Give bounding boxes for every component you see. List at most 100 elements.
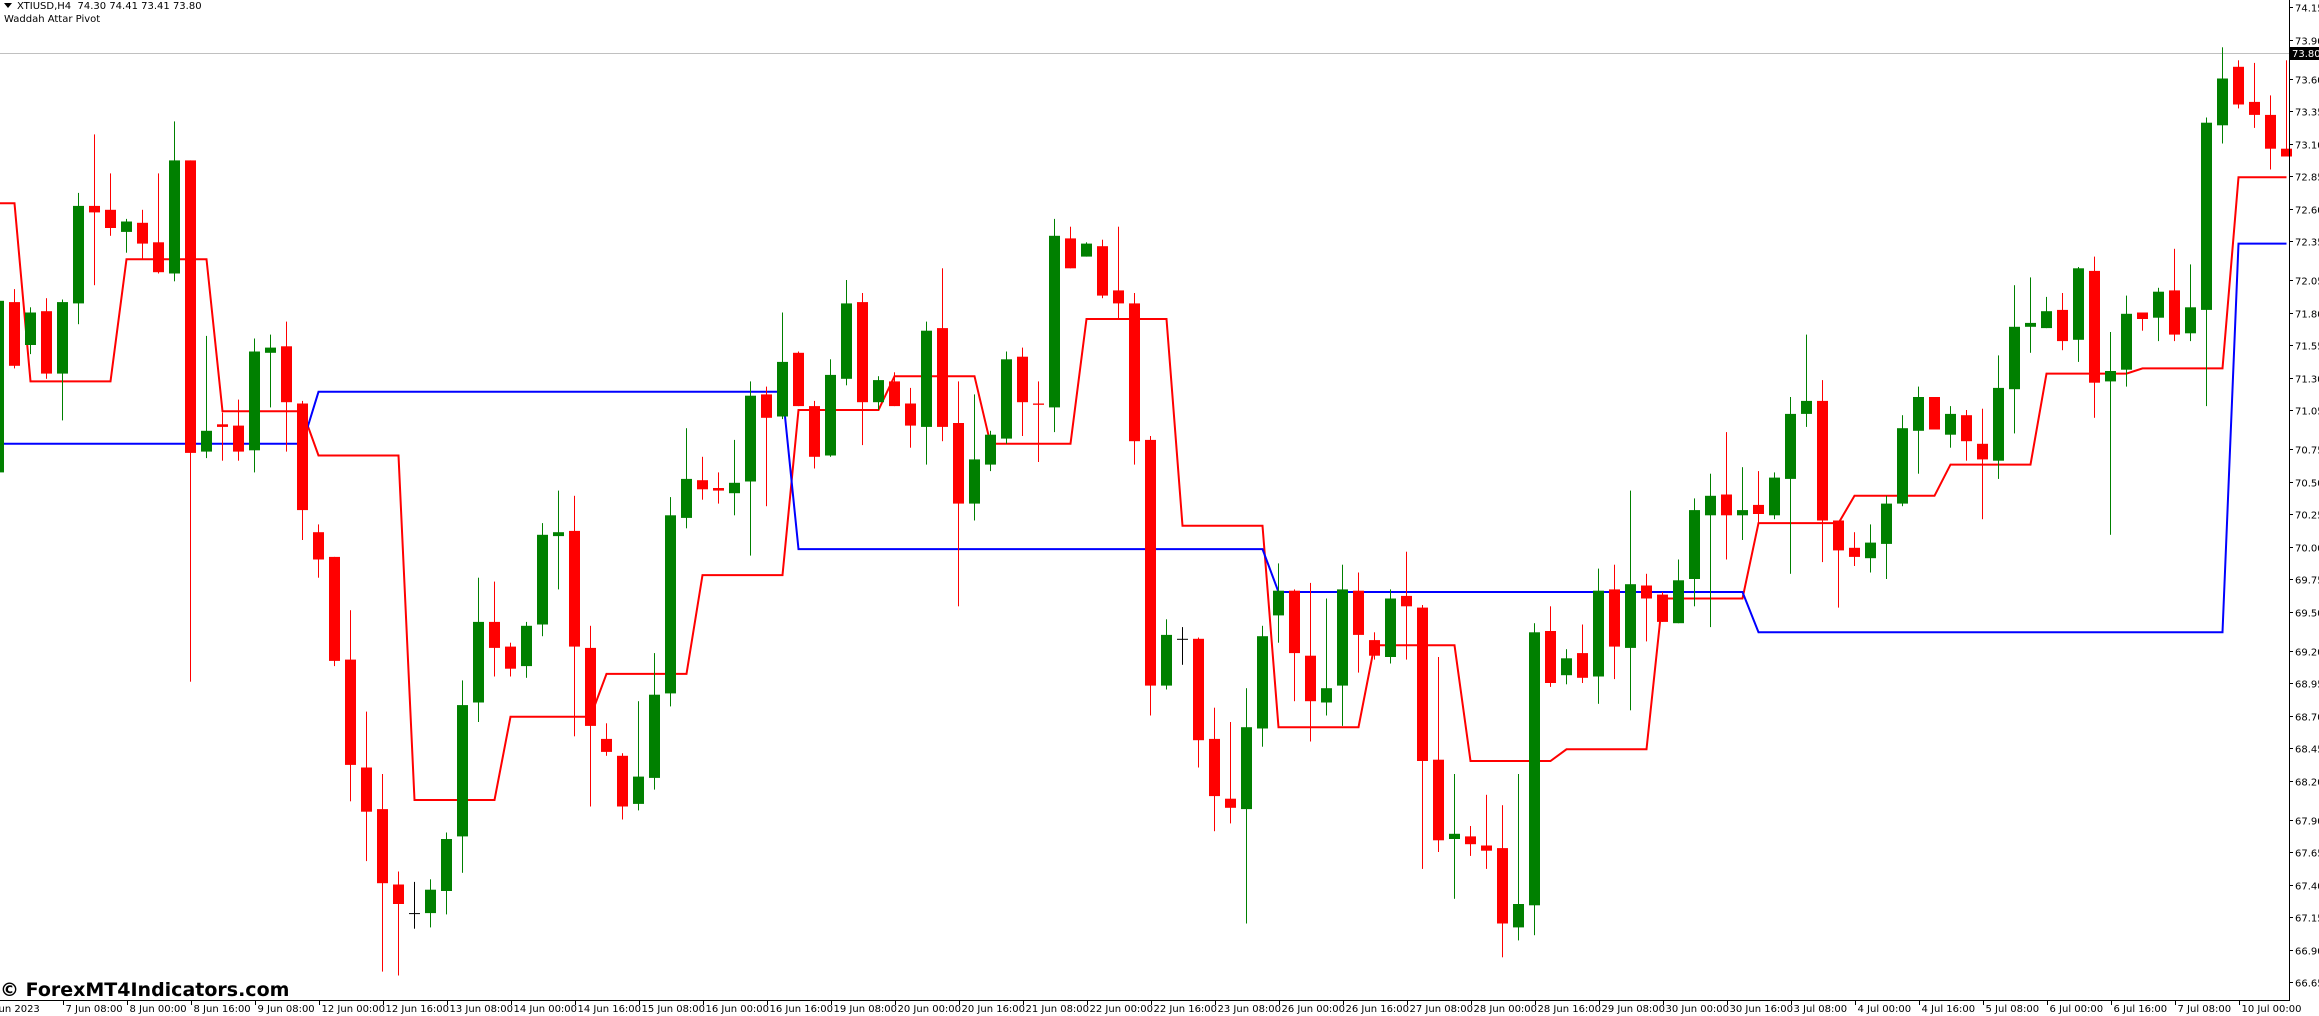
candle <box>921 321 932 465</box>
candle-body <box>1353 590 1364 635</box>
watermark: © ForexMT4Indicators.com <box>0 979 290 1001</box>
candle <box>2137 312 2148 331</box>
candle <box>745 381 756 556</box>
price-tick-label: 67.40 <box>2295 882 2319 893</box>
candle <box>409 881 420 929</box>
time-tick-label: 4 Jul 16:00 <box>1922 1004 1976 1015</box>
time-tick-label: 21 Jun 08:00 <box>1026 1004 1090 1015</box>
candle-body <box>1337 589 1348 686</box>
current-price-value: 73.80 <box>2292 49 2319 60</box>
candle <box>2105 332 2116 535</box>
candle <box>1497 805 1508 958</box>
candle-body <box>1689 510 1700 579</box>
candle-body <box>441 839 452 891</box>
time-tick-label: 9 Jun 08:00 <box>258 1004 315 1015</box>
candle <box>1033 381 1044 462</box>
candle <box>41 298 52 379</box>
candle <box>137 209 148 260</box>
candle <box>1465 826 1476 856</box>
triangle-down-icon[interactable] <box>4 3 12 8</box>
candle-body <box>1609 589 1620 647</box>
candle-body <box>921 330 932 427</box>
candle-body <box>1641 585 1652 599</box>
candle <box>2041 296 2052 329</box>
candle-body <box>473 621 484 703</box>
candle-body <box>1769 477 1780 516</box>
price-tick-label: 68.95 <box>2295 680 2319 691</box>
candle <box>985 430 996 472</box>
candle <box>617 753 628 820</box>
candle <box>1849 532 1860 566</box>
candle-body <box>1257 636 1268 729</box>
candle <box>345 610 356 802</box>
time-tick-label: 30 Jun 00:00 <box>1666 1004 1730 1015</box>
candle-body <box>1225 798 1236 808</box>
time-tick-label: 22 Jun 16:00 <box>1154 1004 1218 1015</box>
candle <box>1881 495 1892 579</box>
time-tick-label: 28 Jun 16:00 <box>1538 1004 1602 1015</box>
candle <box>2265 95 2276 170</box>
time-tick-label: 29 Jun 08:00 <box>1602 1004 1666 1015</box>
candle <box>1993 355 2004 479</box>
candle-body <box>1801 400 1812 414</box>
price-axis[interactable]: 74.15 73.90 73.60 73.35 73.10 72.85 72.60 72.35… <box>2289 4 2319 990</box>
time-axis[interactable]: 6 Jun 2023 7 Jun 08:00 8 Jun 00:00 8 Jun 1… <box>0 1000 2301 1015</box>
candle-body <box>105 209 116 228</box>
candle <box>1337 564 1348 726</box>
candle-doji <box>409 913 420 915</box>
candle <box>1081 242 1092 257</box>
candle-wick <box>1038 381 1039 462</box>
candle <box>809 400 820 469</box>
candle <box>953 381 964 607</box>
candle <box>841 280 852 386</box>
time-tick-label: 13 Jun 08:00 <box>450 1004 514 1015</box>
candle-body <box>1497 848 1508 924</box>
price-tick-label: 69.75 <box>2295 576 2319 587</box>
candle <box>169 121 180 282</box>
weekly-pivot-line <box>0 242 2287 634</box>
candle <box>1481 794 1492 869</box>
time-tick-label: 26 Jun 00:00 <box>1282 1004 1346 1015</box>
candle <box>1065 226 1076 269</box>
candle-body <box>1241 727 1252 810</box>
candle-body <box>1657 594 1668 622</box>
candle-body <box>1561 658 1572 676</box>
candle <box>1433 657 1444 852</box>
price-tick-label: 72.85 <box>2295 173 2319 184</box>
candle-body <box>1129 303 1140 442</box>
candle <box>9 289 20 369</box>
candle <box>1641 573 1652 642</box>
candle-body <box>1513 904 1524 928</box>
candle-body <box>825 374 836 456</box>
price-tick-label: 67.90 <box>2295 817 2319 828</box>
candle-body <box>57 302 68 374</box>
candle <box>249 338 260 473</box>
candle <box>281 321 292 452</box>
candle <box>1113 226 1124 319</box>
candle-body <box>1673 580 1684 624</box>
candle <box>777 312 788 420</box>
candle-body <box>41 311 52 374</box>
candle-wick <box>702 456 703 500</box>
candle <box>1561 649 1572 685</box>
candle-wick <box>222 412 223 461</box>
candle <box>1721 432 1732 560</box>
candle <box>1625 490 1636 711</box>
candle <box>1913 386 1924 474</box>
candle-body <box>329 556 340 661</box>
candle <box>425 879 436 928</box>
candle-body <box>2265 114 2276 149</box>
time-tick-label: 8 Jun 00:00 <box>130 1004 187 1015</box>
candle-body <box>1977 443 1988 460</box>
candle <box>153 173 164 274</box>
candle-body <box>1065 238 1076 269</box>
candle <box>1001 351 1012 444</box>
candle-body <box>1545 631 1556 683</box>
candle-body <box>809 406 820 457</box>
candle <box>1257 625 1268 747</box>
candle-body <box>585 647 596 726</box>
candle <box>681 428 692 529</box>
candle <box>2025 277 2036 353</box>
price-tick-label: 68.20 <box>2295 778 2319 789</box>
